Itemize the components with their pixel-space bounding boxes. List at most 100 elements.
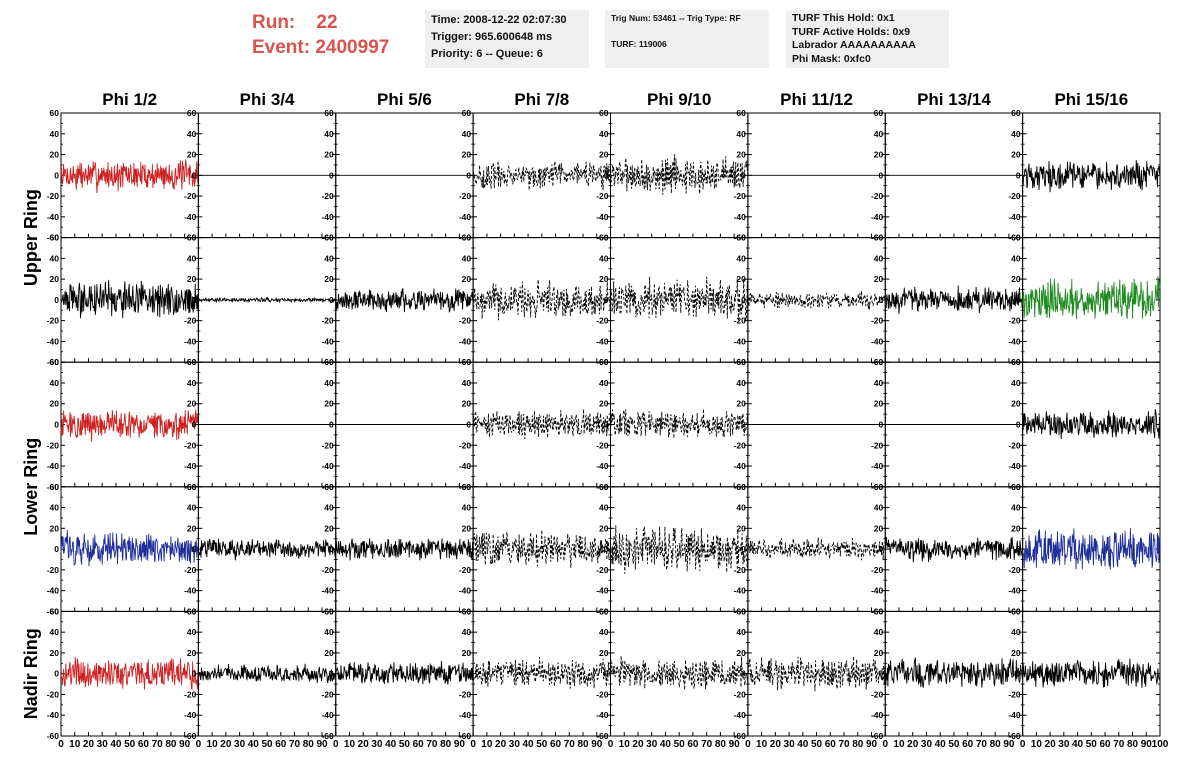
- y-tick-label: 40: [874, 378, 884, 388]
- y-tick-label: 40: [462, 378, 472, 388]
- y-tick-label: 60: [187, 482, 197, 492]
- x-tick-label: 20: [1045, 739, 1057, 750]
- waveform-trace: [1022, 160, 1161, 193]
- y-tick-label: -40: [321, 336, 334, 346]
- y-tick-label: -40: [459, 336, 472, 346]
- x-tick-label: 80: [990, 739, 1002, 750]
- run-event-header: Run: 22 Event: 2400997: [252, 10, 389, 60]
- y-tick-label: 20: [324, 523, 334, 533]
- y-tick-label: 20: [1011, 648, 1021, 658]
- y-tick-label: 0: [604, 420, 609, 430]
- y-tick-label: 40: [736, 627, 746, 637]
- y-tick-label: -20: [321, 565, 334, 575]
- x-tick-label: 10: [207, 739, 219, 750]
- x-tick-label: 0: [1020, 739, 1026, 750]
- x-tick-label: 40: [385, 739, 397, 750]
- x-tick-label: 50: [674, 739, 686, 750]
- y-tick-label: 20: [874, 274, 884, 284]
- x-tick-label: 40: [1072, 739, 1084, 750]
- x-tick-label: 70: [1113, 739, 1125, 750]
- y-tick-label: 40: [187, 253, 197, 263]
- y-tick-label: -20: [596, 689, 609, 699]
- y-tick-label: 40: [736, 503, 746, 513]
- y-tick-label: -40: [734, 461, 747, 471]
- y-tick-label: 40: [599, 129, 609, 139]
- trigger-line: Trigger: 965.600648 ms: [431, 31, 553, 43]
- y-tick-label: 60: [462, 357, 472, 367]
- y-tick-label: 0: [879, 669, 884, 679]
- y-tick-label: 60: [324, 357, 334, 367]
- x-tick-label: 30: [234, 739, 246, 750]
- y-tick-label: 0: [192, 170, 197, 180]
- y-tick-label: -20: [734, 191, 747, 201]
- y-tick-label: 20: [50, 399, 60, 409]
- event-value: 2400997: [315, 37, 390, 58]
- y-tick-label: 0: [192, 295, 197, 305]
- y-tick-label: -20: [459, 689, 472, 699]
- y-tick-label: 60: [599, 233, 609, 243]
- y-tick-label: -20: [596, 440, 609, 450]
- y-tick-label: 40: [874, 503, 884, 513]
- waveform-trace: [60, 530, 199, 567]
- time-info-box: Time: 2008-12-22 02:07:30 Trigger: 965.6…: [425, 10, 589, 68]
- y-tick-label: 60: [187, 606, 197, 616]
- y-tick-label: 20: [324, 399, 334, 409]
- y-tick-label: 40: [187, 378, 197, 388]
- x-tick-label: 60: [138, 739, 150, 750]
- x-tick-label: 50: [948, 739, 960, 750]
- y-tick-label: 0: [604, 669, 609, 679]
- y-tick-label: 0: [54, 420, 59, 430]
- y-tick-label: -60: [47, 482, 60, 492]
- y-tick-label: -20: [1008, 565, 1021, 575]
- y-tick-label: -40: [47, 461, 60, 471]
- waveform-trace: [1022, 276, 1161, 320]
- y-tick-label: -60: [47, 606, 60, 616]
- y-tick-label: 20: [736, 523, 746, 533]
- y-tick-label: -40: [184, 336, 197, 346]
- y-tick-label: -40: [1008, 212, 1021, 222]
- x-tick-label: 40: [248, 739, 260, 750]
- y-tick-label: 60: [324, 233, 334, 243]
- y-tick-label: 20: [187, 648, 197, 658]
- waveform-trace: [472, 409, 611, 440]
- y-tick-label: 40: [462, 129, 472, 139]
- x-tick-label: 80: [715, 739, 727, 750]
- y-tick-label: -40: [596, 336, 609, 346]
- y-tick-label: 40: [599, 378, 609, 388]
- y-tick-label: 40: [874, 627, 884, 637]
- y-tick-label: 60: [462, 482, 472, 492]
- y-tick-label: -20: [47, 565, 60, 575]
- y-tick-label: 20: [187, 523, 197, 533]
- turf-this-hold-line: TURF This Hold: 0x1: [792, 12, 895, 24]
- waveform-trace: [197, 663, 337, 683]
- labrador-line: Labrador AAAAAAAAAA: [792, 39, 916, 51]
- column-header: Phi 9/10: [647, 90, 711, 109]
- y-tick-label: -40: [596, 710, 609, 720]
- y-tick-label: -40: [47, 212, 60, 222]
- waveform-trace: [60, 657, 199, 691]
- waveform-trace: [747, 656, 886, 692]
- x-tick-label: 60: [687, 739, 699, 750]
- y-tick-label: -20: [459, 440, 472, 450]
- y-tick-label: 20: [187, 399, 197, 409]
- x-tick-label: 30: [371, 739, 383, 750]
- y-tick-label: -20: [871, 316, 884, 326]
- x-tick-label: 80: [577, 739, 589, 750]
- x-tick-label: 50: [262, 739, 274, 750]
- x-tick-label: 90: [1141, 739, 1153, 750]
- y-tick-label: 40: [874, 129, 884, 139]
- y-tick-label: 20: [874, 648, 884, 658]
- y-tick-label: 20: [874, 399, 884, 409]
- y-tick-label: 0: [741, 295, 746, 305]
- x-tick-label: 80: [852, 739, 864, 750]
- y-tick-label: 60: [736, 606, 746, 616]
